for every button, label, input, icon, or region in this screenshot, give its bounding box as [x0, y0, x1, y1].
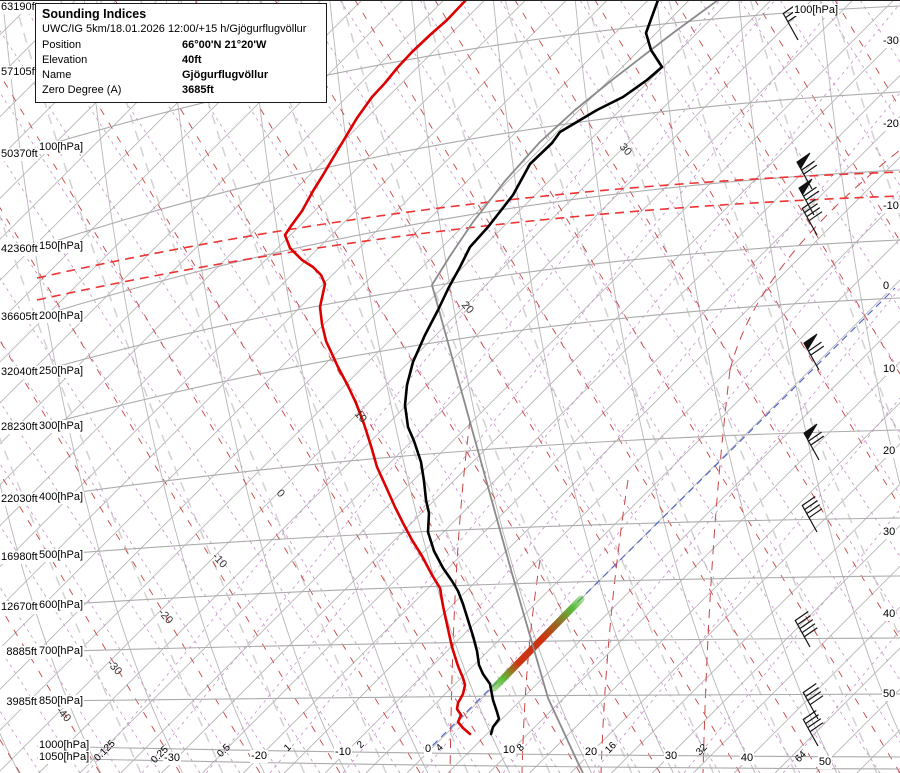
- dewpoint-curve: [283, 0, 472, 736]
- pressure-label: 600[hPa]: [38, 599, 85, 612]
- sounding-indices-box: Sounding Indices UWC/IG 5km/18.01.2026 1…: [35, 3, 327, 103]
- temp-label-bottom: 20: [583, 746, 599, 759]
- wind-barb: [801, 496, 823, 533]
- wind-barb: [798, 178, 820, 216]
- parcel-curve: [431, 0, 719, 773]
- wind-barb: [794, 611, 818, 648]
- pressure-label: 850[hPa]: [38, 695, 85, 708]
- chart-top-border: [0, 0, 900, 1]
- wind-barb: [802, 683, 824, 720]
- info-value: 3685ft: [182, 84, 214, 96]
- pressure-label: 200[hPa]: [38, 310, 85, 323]
- altitude-label: 57105ft: [0, 66, 38, 79]
- temp-label-right: 0: [882, 280, 891, 293]
- pressure-label: 500[hPa]: [38, 549, 85, 562]
- altitude-label: 8885ft: [0, 646, 38, 659]
- temp-label-bottom: -30: [163, 752, 181, 765]
- temp-label-right: 40: [882, 608, 897, 621]
- altitude-label: 50370ft: [0, 148, 38, 161]
- info-row-name: Name Gjögurflugvöllur: [42, 68, 320, 83]
- temp-label-bottom: 10: [501, 744, 517, 757]
- wind-barb: [803, 423, 825, 461]
- altitude-label: 3985ft: [0, 696, 38, 709]
- altitude-label: 63190ft: [0, 1, 38, 14]
- info-value: 66°00'N 21°20'W: [182, 39, 267, 51]
- temperature-curve: [403, 0, 664, 736]
- info-box-title: Sounding Indices: [42, 7, 147, 21]
- temp-label-right: 50: [882, 688, 897, 701]
- info-label: Name: [42, 69, 72, 81]
- pressure-label: 250[hPa]: [38, 365, 85, 378]
- altitude-label: 42360ft: [0, 243, 38, 256]
- pressure-label: 400[hPa]: [38, 491, 85, 504]
- temp-label-bottom: -10: [334, 746, 352, 759]
- wind-barb: [796, 152, 818, 190]
- temp-label-bottom: -20: [250, 750, 268, 763]
- info-label: Position: [42, 39, 82, 51]
- altitude-label: 16980ft: [0, 551, 38, 564]
- pressure-label: 100[hPa]: [38, 141, 85, 154]
- temp-label-bottom: 30: [663, 750, 679, 763]
- temp-label-right: 10: [882, 363, 897, 376]
- pressure-label-top-right: 100[hPa]: [793, 4, 840, 16]
- info-row-zero-degree: Zero Degree (A) 3685ft: [42, 83, 320, 98]
- temp-label-bottom: 50: [817, 756, 833, 769]
- temp-label-right: 20: [882, 445, 897, 458]
- pressure-label: 700[hPa]: [38, 645, 85, 658]
- info-box-run-line: UWC/IG 5km/18.01.2026 12:00/+15 h/Gjögur…: [42, 23, 307, 35]
- pressure-label: 1050[hPa]: [38, 751, 91, 764]
- wind-barb: [802, 710, 824, 747]
- info-label: Elevation: [42, 54, 88, 66]
- temp-label-bottom: 40: [739, 752, 755, 765]
- wind-barb: [803, 333, 825, 371]
- altitude-label: 22030ft: [0, 493, 38, 506]
- altitude-label: 32040ft: [0, 366, 38, 379]
- temp-label-bottom: 0: [423, 743, 433, 756]
- temp-label-right: -10: [882, 200, 900, 213]
- wind-barbs: [782, 4, 825, 747]
- info-value: 40ft: [182, 54, 202, 66]
- isobar-lines: [36, 5, 900, 770]
- altitude-label: 12670ft: [0, 601, 38, 614]
- pressure-label: 1000[hPa]: [38, 739, 91, 752]
- info-row-elevation: Elevation 40ft: [42, 53, 320, 68]
- pressure-label: 150[hPa]: [38, 240, 85, 253]
- altitude-label: 28230ft: [0, 421, 38, 434]
- wind-barb: [801, 199, 823, 236]
- temp-label-right: -20: [882, 118, 900, 131]
- warm-layer-highlight: [490, 595, 585, 692]
- temp-label-right: 30: [882, 526, 897, 539]
- info-value: Gjögurflugvöllur: [182, 69, 269, 81]
- altitude-label: 36605ft: [0, 311, 38, 324]
- pressure-label: 300[hPa]: [38, 420, 85, 433]
- temp-label-right: -30: [882, 35, 900, 48]
- info-row-position: Position 66°00'N 21°20'W: [42, 38, 320, 53]
- info-label: Zero Degree (A): [42, 84, 122, 96]
- mixing-ratio-lines: [86, 0, 900, 773]
